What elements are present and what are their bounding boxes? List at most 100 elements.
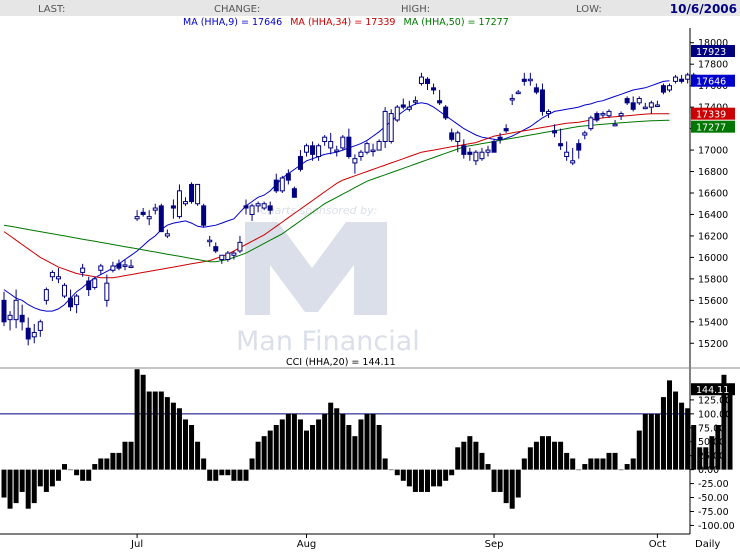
cci-tick-label: -100.00	[698, 521, 735, 532]
legend-ma50: MA (HHA,50) = 17277	[404, 17, 509, 28]
candle-body	[322, 136, 328, 142]
cci-bar	[25, 469, 31, 509]
candle	[195, 183, 201, 206]
price-tick-label: 17000	[698, 146, 728, 157]
x-labels: Jul Aug Sep Oct	[130, 534, 666, 550]
candle	[412, 96, 418, 105]
candle	[660, 83, 666, 95]
candle	[152, 203, 158, 215]
candle-body	[43, 289, 49, 301]
cci-bar	[443, 469, 449, 481]
candle	[49, 270, 55, 282]
candle-body	[582, 132, 588, 136]
candle	[503, 124, 509, 133]
candle	[189, 182, 195, 204]
candle-body	[176, 190, 182, 218]
candle	[176, 184, 182, 219]
cci-bar	[437, 469, 443, 487]
cci-bar	[164, 397, 170, 470]
price-tag-label: 17646	[696, 77, 726, 88]
candle-body	[152, 207, 158, 211]
candle	[418, 72, 424, 86]
candle	[201, 203, 207, 228]
candle	[92, 276, 98, 290]
candle	[104, 274, 110, 307]
cci-bar	[533, 441, 539, 470]
cci-bar	[600, 458, 606, 470]
cci-bar	[648, 413, 654, 470]
candle	[437, 89, 443, 105]
cci-bar	[654, 413, 660, 470]
cci-bar	[455, 447, 461, 470]
cci-bar	[576, 469, 582, 471]
candle	[116, 259, 122, 271]
candle-body	[310, 145, 316, 155]
cci-bar	[231, 469, 237, 481]
cci-bar	[479, 452, 485, 470]
candle-body	[68, 297, 74, 308]
candle-body	[13, 299, 19, 321]
candle-body	[648, 102, 654, 108]
candle	[62, 283, 67, 299]
cci-bar	[406, 469, 412, 487]
cci-bar	[304, 430, 309, 470]
cci-bar	[1, 469, 7, 498]
candle	[606, 109, 612, 118]
cci-bar	[249, 458, 255, 470]
price-tick-label: 16800	[698, 167, 728, 178]
candle	[546, 109, 551, 118]
cci-value-tag: 144.11	[696, 385, 729, 396]
candle	[431, 83, 437, 95]
candles	[1, 72, 697, 346]
candle	[455, 130, 461, 153]
candle	[467, 147, 473, 161]
candle	[352, 154, 358, 174]
candle	[473, 150, 479, 166]
cci-bar	[74, 469, 80, 476]
candle-body	[195, 183, 201, 205]
cci-bar	[158, 391, 164, 470]
candle	[685, 72, 691, 84]
cci-bar	[243, 469, 249, 481]
cci-bar	[55, 469, 61, 481]
candle-body	[376, 140, 382, 151]
cci-bar	[709, 436, 715, 470]
x-tick-label: Oct	[649, 539, 666, 550]
price-tick-label: 15200	[698, 339, 728, 350]
cci-bar	[715, 425, 721, 470]
candle	[68, 289, 74, 312]
price-tag-box	[691, 74, 735, 87]
candle	[158, 203, 164, 233]
candle-body	[243, 205, 249, 209]
candle-body	[291, 188, 297, 198]
candle-body	[1, 299, 7, 323]
candle	[322, 135, 328, 146]
cci-bar	[461, 441, 467, 470]
candle-body	[412, 100, 418, 103]
candle-body	[509, 98, 515, 101]
cci-bar	[491, 469, 497, 492]
candle-body	[231, 252, 237, 256]
candle	[400, 98, 406, 110]
candle-body	[406, 106, 412, 110]
candle-body	[673, 76, 679, 82]
candle	[388, 109, 394, 144]
cci-bar	[594, 458, 600, 470]
candle	[80, 263, 86, 277]
candle	[667, 83, 672, 93]
candle	[576, 139, 582, 159]
candle	[594, 111, 600, 123]
cci-bar	[279, 419, 285, 470]
cci-bar	[134, 369, 140, 470]
cci-bar	[116, 452, 122, 470]
candle	[340, 135, 346, 151]
cci-bar	[219, 469, 225, 476]
cci-tick-label: -25.00	[698, 479, 729, 490]
cci-bar	[515, 469, 521, 498]
cci-title: CCI (HHA,20) = 144.11	[286, 357, 396, 368]
candle	[461, 139, 467, 159]
cci-bar	[521, 458, 527, 470]
cci-bar	[183, 419, 188, 470]
candle-body	[400, 104, 406, 108]
candle	[491, 139, 497, 153]
